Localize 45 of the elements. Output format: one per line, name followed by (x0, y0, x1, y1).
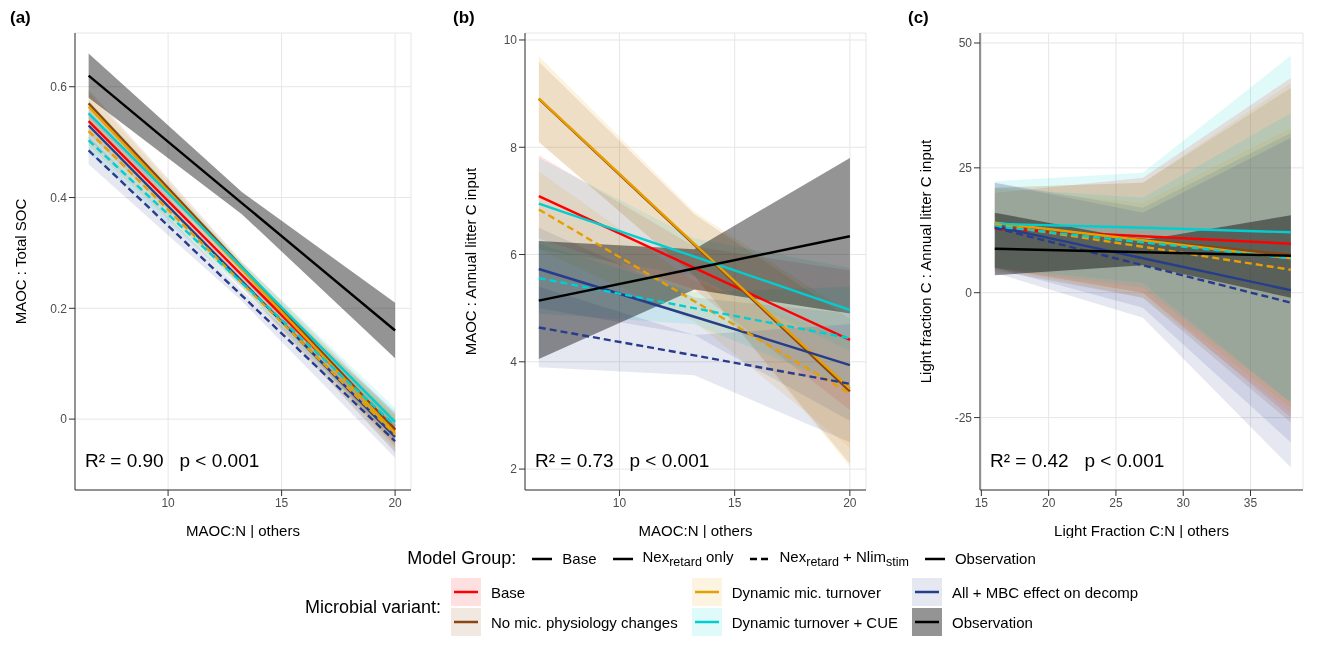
y-axis-title: MAOC : Total SOC (12, 198, 30, 325)
annotation: R² = 0.73 p < 0.001 (535, 450, 710, 471)
legend-label: Base (490, 583, 526, 601)
y-tick-label: 0.2 (50, 301, 68, 316)
legend-label: Base (562, 550, 597, 567)
y-tick-label: 0.4 (50, 190, 68, 205)
x-tick-label: 15 (274, 495, 289, 510)
legend-label: Dynamic mic. turnover (731, 583, 881, 601)
x-tick-label: 20 (388, 495, 403, 510)
legend-label: All + MBC effect on decomp (952, 583, 1139, 601)
x-tick-label: 15 (727, 495, 742, 510)
legend-label: Observation (954, 550, 1036, 567)
y-tick-label: 0 (60, 412, 68, 427)
y-tick-label: 50 (958, 36, 973, 51)
y-tick-label: 10 (503, 33, 518, 48)
legend-label: Nex$_{retard}$ only (642, 548, 734, 569)
x-tick-label: 30 (1176, 495, 1191, 510)
chart-title: (a) (10, 8, 31, 27)
y-tick-label: 4 (510, 355, 518, 370)
annotation: R² = 0.90 p < 0.001 (85, 450, 260, 471)
y-tick-label: 0 (965, 285, 973, 300)
x-tick-label: 10 (161, 495, 176, 510)
x-tick-label: 15 (974, 495, 989, 510)
y-tick-label: 2 (510, 462, 518, 477)
x-tick-label: 20 (1041, 495, 1056, 510)
chart-title: (b) (453, 8, 475, 27)
legend-title: Model Group: (407, 548, 517, 569)
x-tick-label: 10 (612, 495, 627, 510)
y-tick-label: 8 (510, 140, 518, 155)
legend-label: Dynamic turnover + CUE (731, 613, 899, 631)
y-tick-label: 6 (510, 247, 518, 262)
x-tick-label: 20 (843, 495, 857, 510)
y-tick-label: 0.6 (50, 79, 68, 94)
legend-label: No mic. physiology changes (490, 613, 678, 631)
annotation: R² = 0.42 p < 0.001 (990, 450, 1165, 471)
y-axis-title: MAOC : Annual litter C input (462, 166, 480, 356)
y-tick-label: -25 (954, 410, 973, 425)
x-tick-label: 35 (1243, 495, 1258, 510)
y-axis-title: Light fraction C : Annual litter C input (917, 138, 935, 384)
legend-label: Observation (952, 613, 1033, 631)
chart-title: (c) (908, 8, 929, 27)
x-tick-label: 25 (1109, 495, 1123, 510)
legend-title: Microbial variant: (304, 596, 441, 618)
y-tick-label: 25 (958, 161, 973, 176)
legend-label: Nex$_{retard}$ + Nlim$_{stim}$ (779, 548, 909, 569)
